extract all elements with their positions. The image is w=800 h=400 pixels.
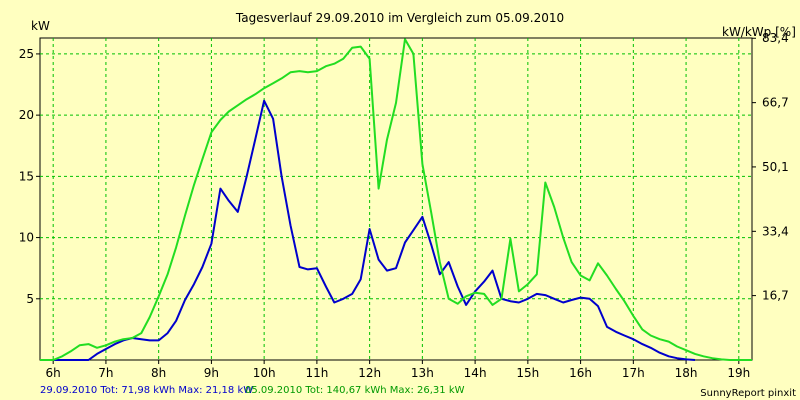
y-axis-label-left: kW [31, 19, 50, 33]
y-tick-label-right: 33,4 [762, 224, 789, 238]
x-tick-label: 14h [464, 366, 487, 380]
x-tick-label: 11h [305, 366, 328, 380]
y-tick-label-left: 20 [19, 108, 34, 122]
series-line-1 [40, 99, 696, 361]
y-tick-label-left: 5 [26, 292, 34, 306]
y-tick-label-right: 50,1 [762, 160, 789, 174]
x-tick-label: 6h [46, 366, 61, 380]
x-tick-label: 9h [204, 366, 219, 380]
chart-title: Tagesverlauf 29.09.2010 im Vergleich zum… [235, 11, 564, 25]
footer-credit: SunnyReport pinxit [700, 388, 796, 399]
y-tick-label-left: 15 [19, 169, 34, 183]
x-tick-label: 16h [569, 366, 592, 380]
y-tick-label-left: 10 [19, 231, 34, 245]
y-tick-label-right: 16,7 [762, 289, 789, 303]
y-tick-label-right: 83,4 [762, 31, 789, 45]
x-tick-label: 8h [151, 366, 166, 380]
legend-entry-1: 29.09.2010 Tot: 71,98 kWh Max: 21,18 kW [40, 385, 253, 396]
legend-entry-2: 05.09.2010 Tot: 140,67 kWh Max: 26,31 kW [245, 385, 465, 396]
x-tick-label: 7h [98, 366, 113, 380]
x-tick-label: 18h [675, 366, 698, 380]
y-axis-label-right: kW/kWp [%] [722, 25, 796, 39]
series-layer [40, 38, 752, 361]
y-tick-label-left: 25 [19, 47, 34, 61]
x-tick-label: 15h [516, 366, 539, 380]
tick-layer: 6h 7h 8h 9h 10h 11h 12h 13h 14h 15h 16h 17h 18h 19h 5 1… [19, 31, 789, 380]
y-tick-label-right: 66,7 [762, 96, 789, 110]
x-tick-label: 10h [253, 366, 276, 380]
plot-area [39, 37, 753, 361]
x-tick-label: 17h [622, 366, 645, 380]
x-tick-label: 19h [727, 366, 750, 380]
x-tick-label: 13h [411, 366, 434, 380]
grid-layer [40, 38, 752, 360]
x-tick-label: 12h [358, 366, 381, 380]
series-line-2 [40, 38, 752, 361]
